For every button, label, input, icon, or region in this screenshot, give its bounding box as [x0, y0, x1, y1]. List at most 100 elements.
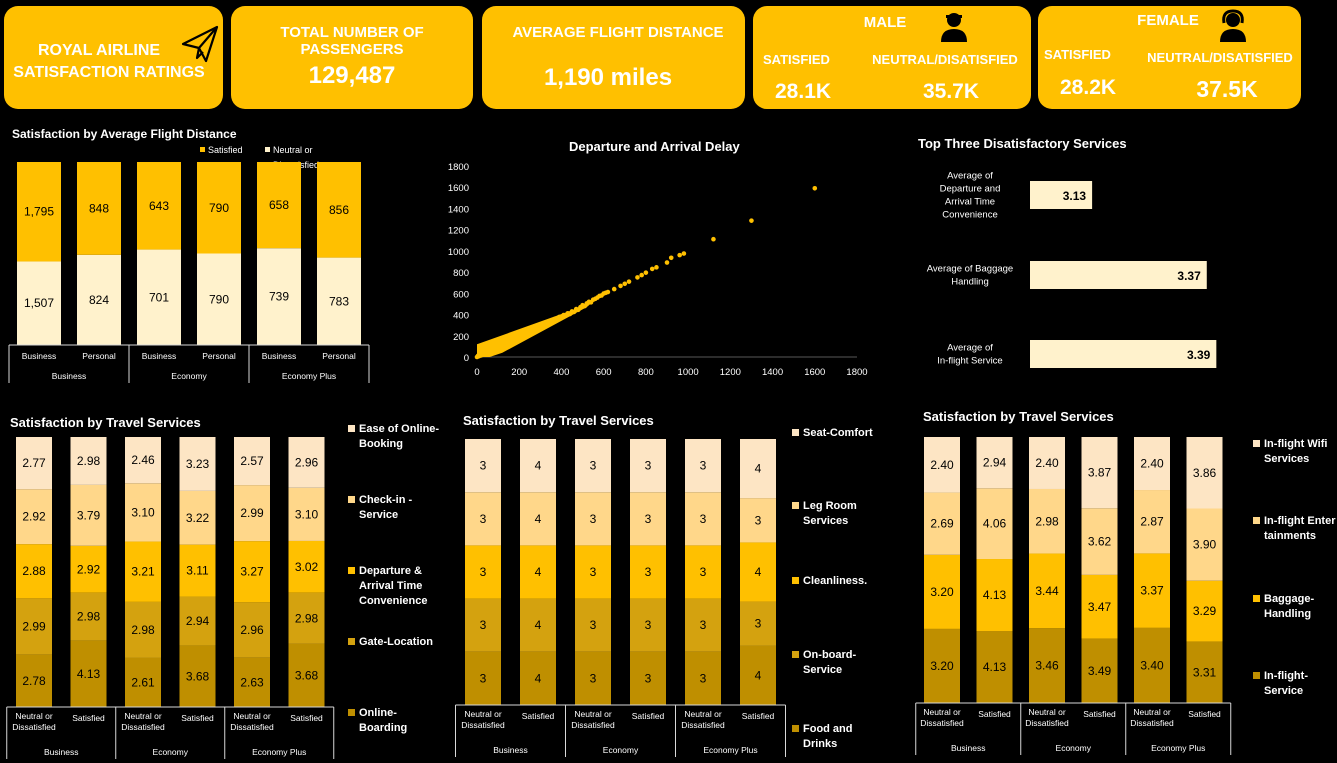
- scatter-point: [639, 272, 644, 278]
- female-neutral-value: 37.5K: [1196, 76, 1258, 102]
- bar-segment: [1186, 580, 1223, 642]
- bar-segment: [465, 439, 501, 493]
- data-label: 3: [700, 512, 707, 526]
- data-label: 4: [535, 512, 542, 526]
- scatter-point: [521, 332, 526, 338]
- data-label: 3.62: [1088, 535, 1112, 549]
- data-label: 4: [755, 565, 762, 579]
- data-label: 3.49: [1088, 664, 1112, 678]
- services2-chart-title: Satisfaction by Travel Services: [463, 413, 654, 428]
- bar-segment: [924, 628, 960, 703]
- legend-swatch: [792, 429, 799, 436]
- passengers-value: 129,487: [308, 62, 396, 89]
- category-tick-label: Business: [22, 351, 57, 361]
- category-tick-label: Dissatisfied: [121, 722, 165, 732]
- scatter-point: [668, 255, 674, 261]
- data-label: 2.98: [1035, 514, 1059, 528]
- passengers-card: TOTAL NUMBER OF PASSENGERS 129,487: [231, 6, 473, 109]
- category-tick-label: Business: [142, 351, 177, 361]
- data-label: 2.40: [930, 458, 954, 472]
- data-label: 2.92: [77, 562, 101, 576]
- bar-segment: [16, 437, 52, 490]
- legend-label: On-board-Service: [803, 649, 857, 676]
- data-label: 4: [755, 668, 762, 682]
- data-label: 3.13: [1063, 189, 1087, 203]
- data-label: 3: [645, 512, 652, 526]
- bar-segment: [137, 162, 181, 250]
- bar-segment: [1134, 437, 1170, 491]
- bar-segment: [575, 492, 611, 546]
- legend-label: In-flight Wifi Services: [1264, 438, 1328, 465]
- bar-segment: [740, 645, 776, 705]
- category-tick-label: Neutral or: [574, 709, 611, 719]
- legend-swatch: [348, 425, 355, 432]
- data-label: 3.31: [1193, 665, 1217, 679]
- bar-segment: [630, 598, 666, 652]
- bar-segment: [685, 545, 721, 599]
- bar-segment: [1029, 553, 1065, 629]
- data-label: 3: [755, 617, 762, 631]
- bar-segment: [125, 657, 161, 707]
- x-tick-label: 1600: [804, 367, 825, 378]
- group-tick-label: Business: [493, 745, 528, 755]
- category-tick-label: Neutral or: [124, 711, 161, 721]
- legend-swatch: [1253, 517, 1260, 524]
- female-neutral-label: NEUTRAL/DISATISFIED: [1147, 50, 1293, 65]
- hbar: [1030, 261, 1207, 289]
- x-tick-label: 0: [474, 367, 479, 378]
- legend-swatch: [1253, 440, 1260, 447]
- scatter-point: [489, 348, 495, 353]
- bar-segment: [924, 554, 960, 629]
- bar-segment: [1081, 574, 1118, 639]
- data-label: 3: [480, 671, 487, 685]
- data-label: 3.39: [1187, 348, 1211, 362]
- services1-stacked-bar-chart: 2.78 2.99 2.88 2.92 2.77 4.13 2.98 2.92 3.79 2.98…: [6, 437, 335, 759]
- scatter-point: [654, 265, 659, 270]
- category-tick-label: Satisfied: [1083, 709, 1116, 719]
- male-satisfied-value: 28.1K: [775, 80, 832, 103]
- y-tick-label: 800: [453, 268, 469, 279]
- category-tick-label: Dissatisfied: [1025, 718, 1069, 728]
- data-label: 3.21: [131, 565, 155, 579]
- bar-segment: [179, 437, 216, 491]
- bar-segment: [70, 592, 107, 641]
- data-label: 3: [590, 671, 597, 685]
- category-tick-label: Dissatisfied: [571, 720, 615, 730]
- bar-segment: [1134, 553, 1170, 628]
- category-tick-label: Neutral or: [1028, 707, 1065, 717]
- services3-stacked-bar-chart: 3.20 3.20 2.69 2.40 4.13 4.13 4.06 2.94 3.46 3.44…: [915, 437, 1232, 755]
- data-label: 3: [590, 618, 597, 632]
- scatter-point: [711, 236, 716, 242]
- data-label: 4: [535, 459, 542, 473]
- dashboard-title-line1: ROYAL AIRLINE: [37, 42, 161, 59]
- data-label: 2.63: [240, 675, 264, 689]
- data-label: 856: [329, 203, 349, 217]
- data-label: 3: [480, 459, 487, 473]
- bar-segment: [465, 598, 501, 652]
- legend-swatch: [1253, 595, 1260, 602]
- bar-segment: [1029, 488, 1065, 554]
- bar-segment: [70, 437, 107, 485]
- bar-segment: [125, 601, 161, 658]
- data-label: 824: [89, 293, 109, 307]
- data-label: 3: [700, 671, 707, 685]
- legend-label: In-flight Entertainments: [1264, 515, 1336, 542]
- bar-segment: [77, 162, 121, 255]
- bar-segment: [16, 598, 52, 655]
- group-tick-label: Business: [44, 747, 79, 757]
- category-tick-label: Personal: [82, 351, 116, 361]
- legend-label: Departure & Arrival Time Convenience: [359, 565, 428, 607]
- data-label: 2.57: [240, 454, 264, 468]
- data-label: 4: [535, 618, 542, 632]
- y-tick-label: 1200: [448, 226, 469, 237]
- data-label: 2.94: [186, 614, 210, 628]
- category-tick-label: Satisfied: [72, 713, 105, 723]
- data-label: 4: [535, 671, 542, 685]
- category-tick-label: Personal: [322, 351, 356, 361]
- bar-segment: [575, 651, 611, 705]
- data-label: 790: [209, 201, 229, 215]
- data-label: 2.69: [930, 517, 954, 531]
- bar-segment: [630, 651, 666, 705]
- bar-segment: [16, 489, 52, 545]
- category-tick-label: Satisfied: [978, 709, 1011, 719]
